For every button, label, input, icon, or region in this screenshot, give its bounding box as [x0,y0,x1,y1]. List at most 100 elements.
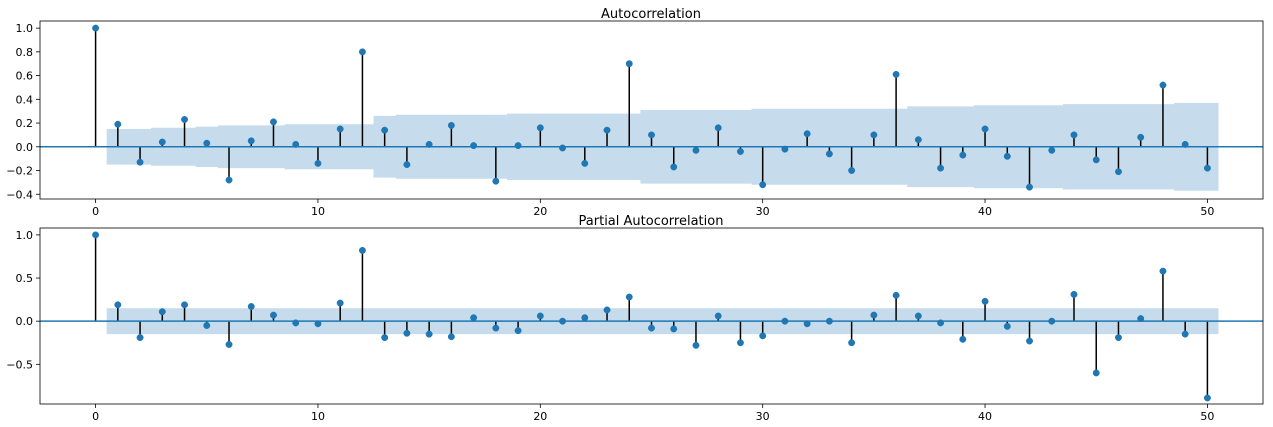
pacf-point-lag-7 [247,303,255,310]
acf-point-lag-29 [736,148,744,155]
acf-point-lag-1 [114,120,122,128]
pacf-point-lag-6 [225,341,233,348]
pacf-point-lag-32 [803,320,811,328]
pacf-point-lag-25 [648,324,655,332]
acf-point-lag-49 [1181,140,1189,148]
pacf-point-lag-11 [336,299,344,307]
acf-point-lag-33 [825,150,833,158]
acf-ytick-label-2: 0.0 [16,141,34,154]
acf-point-lag-12 [358,48,366,56]
pacf-title: Partial Autocorrelation [579,214,724,229]
pacf-point-lag-24 [625,293,633,301]
pacf-point-lag-38 [937,319,945,327]
pacf-point-lag-15 [425,330,433,338]
acf-point-lag-44 [1070,131,1078,139]
acf-xtick-label-0: 0 [92,205,99,218]
pacf-point-lag-43 [1048,317,1056,325]
acf-point-lag-30 [759,181,767,189]
acf-point-lag-3 [158,138,166,146]
acf-point-lag-9 [292,140,300,148]
acf-ytick-label-1: −0.2 [6,165,33,178]
acf-title: Autocorrelation [601,7,701,22]
acf-point-lag-0 [92,24,100,32]
acf-point-lag-6 [225,176,233,184]
pacf-point-lag-44 [1070,290,1078,298]
pacf-point-lag-29 [736,339,744,347]
pacf-point-lag-0 [92,231,100,239]
acf-point-lag-40 [981,125,989,133]
pacf-point-lag-18 [492,324,500,332]
acf-point-lag-35 [870,131,878,139]
acf-point-lag-23 [603,126,611,134]
pacf-xtick-label-30: 30 [756,410,770,423]
acf-point-lag-45 [1092,156,1100,164]
acf-point-lag-10 [314,159,322,167]
pacf-point-lag-14 [403,329,411,337]
pacf-point-lag-20 [536,312,544,320]
acf-point-lag-14 [403,161,411,169]
acf-point-lag-27 [692,146,700,154]
acf-point-lag-36 [892,70,900,78]
acf-ytick-label-0: −0.4 [6,188,33,201]
pacf-point-lag-26 [670,325,678,333]
pacf-point-lag-27 [692,341,700,349]
pacf-point-lag-16 [447,333,455,341]
pacf-ytick-label-1: 0.0 [16,315,34,328]
acf-xtick-label-30: 30 [756,205,770,218]
pacf-point-lag-13 [381,334,389,342]
pacf-point-lag-28 [714,312,722,320]
acf-point-lag-21 [559,144,567,152]
acf-point-lag-39 [959,151,967,159]
pacf-point-lag-39 [959,335,967,343]
acf-point-lag-41 [1003,152,1011,160]
pacf-point-lag-45 [1092,369,1100,377]
pacf-xtick-label-40: 40 [978,410,992,423]
pacf-point-lag-35 [870,311,878,319]
acf-point-lag-37 [914,136,922,144]
pacf-point-lag-2 [136,334,144,342]
pacf-point-lag-37 [914,312,922,320]
pacf-point-lag-31 [781,317,789,325]
pacf-ytick-label-3: 1.0 [16,229,34,242]
acf-point-lag-4 [181,116,188,123]
acf-point-lag-11 [336,125,344,133]
pacf-xtick-label-0: 0 [92,410,99,423]
pacf-axes-frame [39,227,1264,405]
acf-point-lag-19 [514,142,522,150]
acf-point-lag-25 [648,131,655,139]
pacf-xtick-label-10: 10 [311,410,325,423]
acf-point-lag-42 [1026,183,1033,191]
pacf-point-lag-46 [1115,334,1122,342]
acf-ytick-label-3: 0.2 [16,117,34,130]
pacf-point-lag-50 [1203,394,1211,402]
pacf-plot: Partial Autocorrelation 0 10 20 30 40 50 −0.5… [6,214,1264,423]
acf-point-lag-20 [536,124,544,132]
acf-point-lag-47 [1137,133,1145,141]
pacf-point-lag-21 [559,317,567,325]
acf-ytick-label-4: 0.4 [16,93,34,106]
acf-point-lag-13 [381,126,389,134]
pacf-point-lag-23 [603,306,611,314]
acf-point-lag-26 [670,163,678,171]
pacf-point-lag-10 [314,320,322,328]
pacf-point-lag-9 [292,319,300,327]
pacf-point-lag-4 [181,301,188,309]
pacf-point-lag-12 [358,246,366,254]
pacf-point-lag-3 [158,308,166,316]
acf-point-lag-8 [270,118,277,126]
pacf-xtick-label-20: 20 [533,410,547,423]
acf-point-lag-38 [937,164,945,172]
pacf-point-lag-5 [203,322,211,329]
pacf-point-lag-41 [1003,322,1011,330]
pacf-point-lag-40 [981,297,989,305]
acf-point-lag-50 [1203,164,1211,172]
acf-point-lag-32 [803,130,811,138]
pacf-point-lag-48 [1159,267,1167,275]
acf-point-lag-7 [247,137,255,145]
acf-point-lag-16 [447,121,455,129]
acf-ytick-label-6: 0.8 [16,46,34,59]
acf-point-lag-22 [581,159,589,167]
pacf-point-lag-8 [270,311,277,319]
pacf-point-lag-49 [1181,330,1189,338]
